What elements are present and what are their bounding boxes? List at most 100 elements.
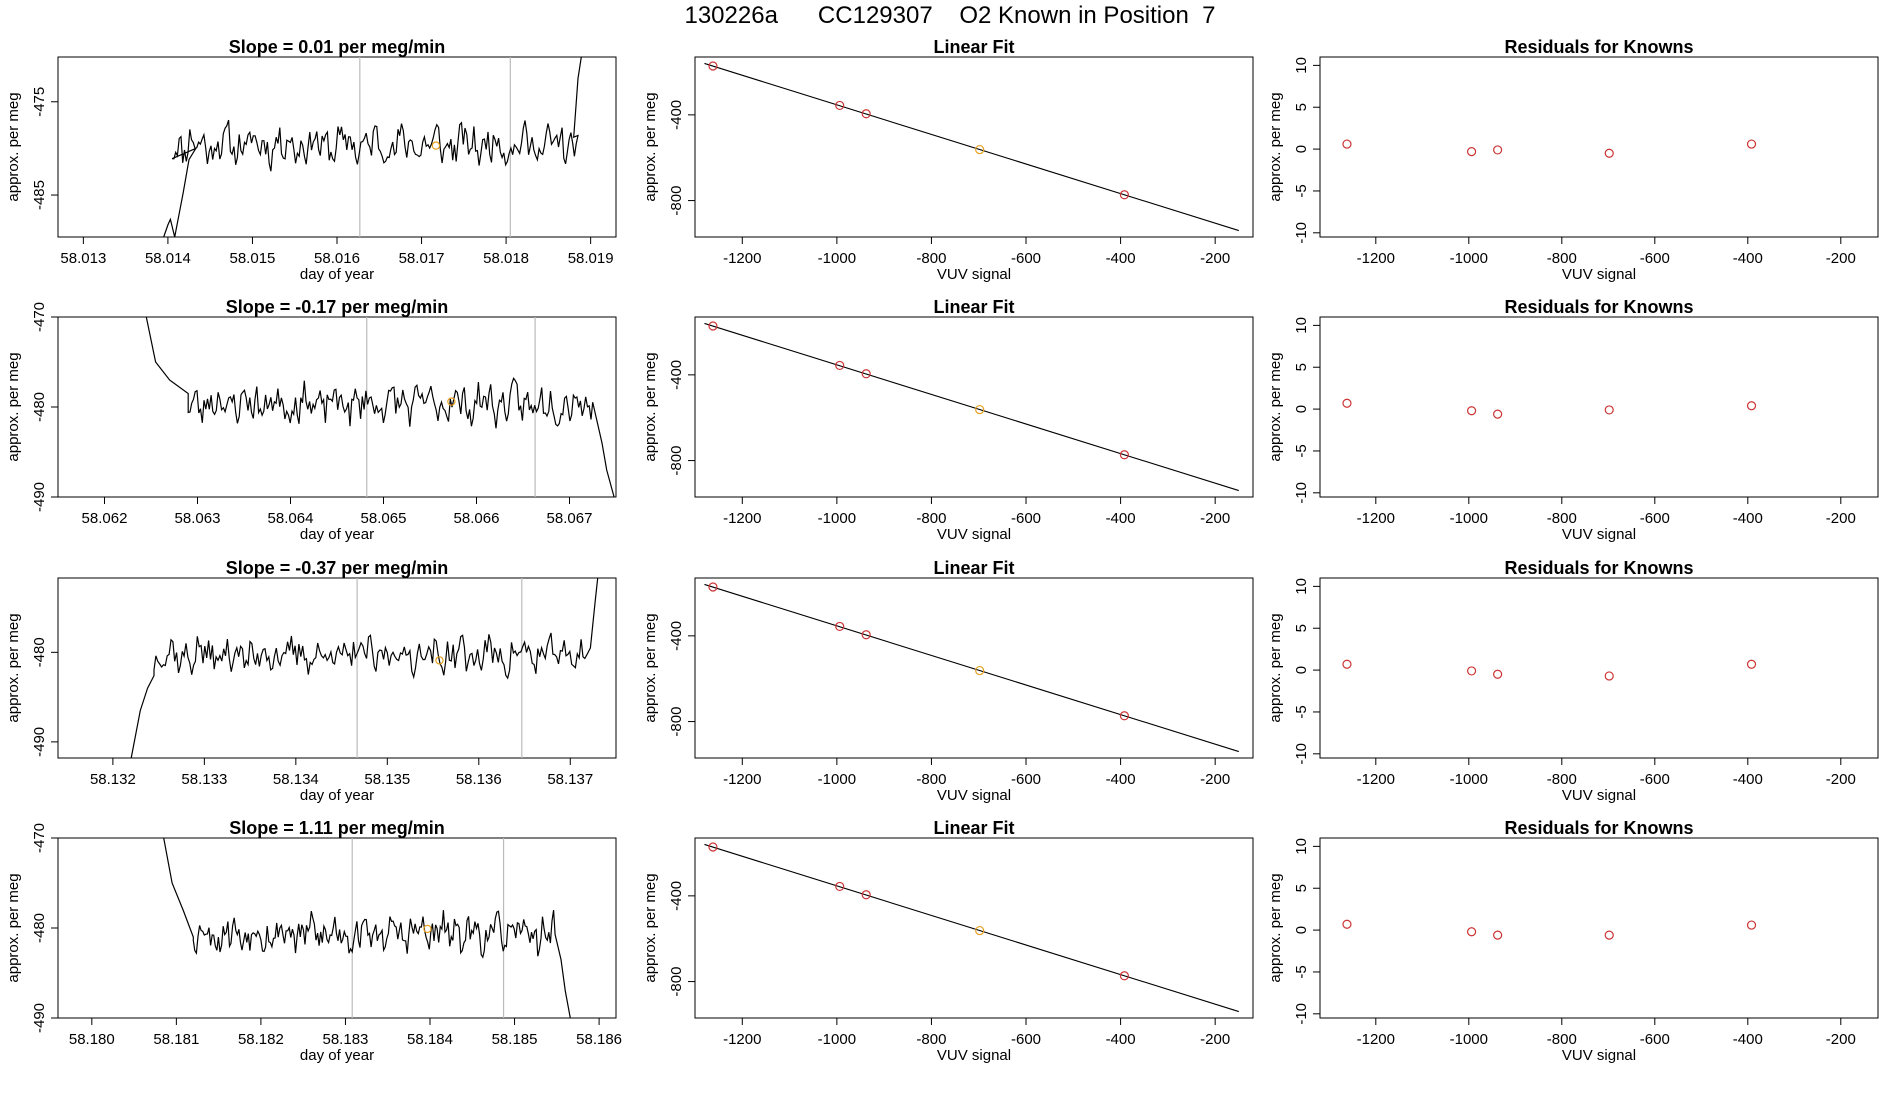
- x-tick-label: -800: [916, 510, 946, 527]
- x-tick-label: -1000: [1450, 510, 1488, 527]
- y-tick-label: 0: [1293, 926, 1310, 934]
- y-tick-label: -400: [668, 881, 685, 911]
- panel-title: Residuals for Knowns: [1504, 297, 1693, 317]
- y-tick-label: -5: [1293, 965, 1310, 978]
- x-tick-label: -1000: [1450, 1031, 1488, 1048]
- x-axis-label: VUV signal: [937, 266, 1011, 283]
- known-point: [861, 890, 871, 900]
- panel-linear-fit-row-1: Linear Fit -1200 -1000 -800 -600 -400 -200 -400…: [642, 37, 1254, 283]
- x-tick-label: -1000: [818, 510, 856, 527]
- x-tick-label: -400: [1733, 510, 1763, 527]
- panel-title: Residuals for Knowns: [1504, 37, 1693, 57]
- known-point: [1466, 666, 1477, 676]
- signal-trace: [163, 838, 571, 1018]
- plot-content: [1342, 919, 1757, 940]
- x-axis-label: VUV signal: [1562, 266, 1636, 283]
- y-tick-label: -800: [668, 707, 685, 737]
- y-tick-label: -800: [668, 967, 685, 997]
- x-tick-label: -1200: [723, 1031, 761, 1048]
- fit-line: [704, 843, 1239, 1013]
- x-tick-label: 58.016: [314, 250, 360, 267]
- plot-frame: [694, 56, 1254, 238]
- plot-frame: [694, 316, 1254, 498]
- y-tick-label: -400: [668, 100, 685, 130]
- x-axis-label: day of year: [300, 787, 374, 804]
- panel-residuals-row-2: Residuals for Knowns -1200 -1000 -800 -600 -4…: [1267, 297, 1879, 543]
- known-point: [1119, 971, 1129, 981]
- y-tick-label: -475: [31, 87, 48, 117]
- known-point: [1466, 406, 1477, 416]
- x-tick-label: -600: [1011, 771, 1041, 788]
- x-tick-label: 58.183: [323, 1031, 369, 1048]
- y-tick-label: -800: [668, 186, 685, 216]
- x-tick-label: 58.063: [175, 510, 221, 527]
- known-point: [835, 100, 845, 111]
- x-tick-label: -1200: [1357, 771, 1395, 788]
- x-tick-label: 58.186: [576, 1031, 622, 1048]
- plot-frame: [694, 837, 1254, 1019]
- known-point: [1342, 919, 1352, 929]
- x-tick-label: -200: [1200, 510, 1230, 527]
- plot-content: [704, 842, 1239, 1013]
- x-axis-label: VUV signal: [937, 1047, 1011, 1064]
- x-tick-label: -800: [916, 1031, 946, 1048]
- x-tick-label: 58.066: [454, 510, 500, 527]
- known-point: [1746, 139, 1757, 149]
- panel-title: Slope = -0.17 per meg/min: [226, 297, 449, 317]
- x-tick-label: -800: [1547, 250, 1577, 267]
- known-point: [1746, 401, 1757, 411]
- y-axis-label: approx. per meg: [5, 92, 22, 201]
- signal-trace: [163, 57, 582, 237]
- x-tick-label: -200: [1826, 510, 1856, 527]
- x-tick-label: 58.182: [238, 1031, 284, 1048]
- x-tick-label: -200: [1200, 1031, 1230, 1048]
- x-tick-label: -1200: [723, 510, 761, 527]
- x-tick-label: 58.014: [145, 250, 191, 267]
- x-tick-label: -800: [916, 250, 946, 267]
- known-point: [708, 61, 718, 71]
- x-tick-label: -600: [1011, 1031, 1041, 1048]
- y-tick-label: -10: [1293, 482, 1310, 504]
- known-point: [1746, 659, 1757, 669]
- plot-frame: [694, 577, 1254, 759]
- panel-title: Linear Fit: [933, 297, 1014, 317]
- y-tick-label: 0: [1293, 145, 1310, 153]
- plot-frame: [1319, 837, 1879, 1019]
- plot-frame: [57, 837, 617, 1019]
- y-tick-label: -480: [31, 392, 48, 422]
- x-tick-label: 58.019: [568, 250, 614, 267]
- x-tick-label: -1200: [1357, 250, 1395, 267]
- x-tick-label: -200: [1200, 771, 1230, 788]
- x-tick-label: 58.067: [547, 510, 593, 527]
- x-tick-label: 58.184: [407, 1031, 453, 1048]
- x-tick-label: -1000: [818, 1031, 856, 1048]
- known-point: [1342, 139, 1352, 149]
- x-tick-label: -200: [1826, 250, 1856, 267]
- x-tick-label: 58.015: [230, 250, 276, 267]
- known-point: [835, 881, 845, 892]
- x-tick-label: 58.137: [547, 771, 593, 788]
- known-point: [1746, 920, 1757, 930]
- x-tick-label: -600: [1011, 510, 1041, 527]
- y-tick-label: 0: [1293, 666, 1310, 674]
- fit-line: [704, 322, 1239, 492]
- known-point: [861, 369, 871, 379]
- known-point: [1604, 930, 1614, 940]
- fit-line: [704, 583, 1239, 753]
- y-tick-label: -400: [668, 360, 685, 390]
- x-tick-label: 58.018: [483, 250, 529, 267]
- plot-frame: [1319, 316, 1879, 498]
- x-axis-label: VUV signal: [1562, 787, 1636, 804]
- x-tick-label: -200: [1200, 250, 1230, 267]
- x-tick-label: 58.064: [268, 510, 314, 527]
- panel-drift-row-4: Slope = 1.11 per meg/min 58.180 58.181 58.1…: [5, 818, 622, 1064]
- y-tick-label: -400: [668, 621, 685, 651]
- x-tick-label: -1000: [818, 771, 856, 788]
- panel-title: Residuals for Knowns: [1504, 818, 1693, 838]
- plot-content: [704, 582, 1239, 753]
- x-tick-label: 58.062: [82, 510, 128, 527]
- y-tick-label: -480: [31, 913, 48, 943]
- x-tick-label: -600: [1640, 771, 1670, 788]
- x-tick-label: -600: [1640, 510, 1670, 527]
